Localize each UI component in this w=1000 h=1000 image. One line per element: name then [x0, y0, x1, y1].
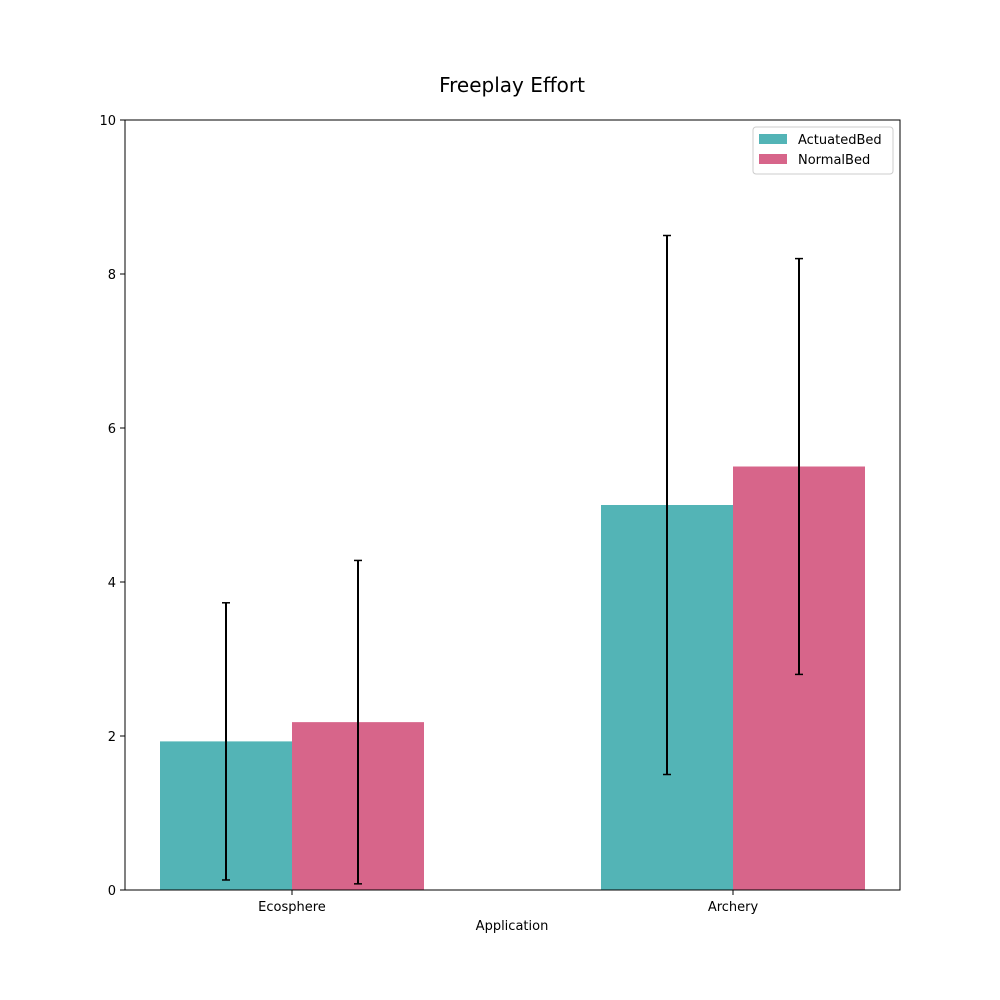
plot-frame	[124, 119, 901, 891]
y-tick-label: 4	[108, 576, 116, 591]
y-tick-label: 10	[99, 114, 116, 129]
error-bar-normalbed-archery	[795, 257, 803, 676]
y-tick-label: 8	[108, 268, 116, 283]
y-tick-label: 2	[108, 730, 116, 745]
legend-swatch-actuatedbed	[759, 134, 787, 144]
x-tick-label: Ecosphere	[258, 900, 326, 915]
error-bar-actuatedbed-archery	[663, 234, 671, 776]
legend-label-normalbed: NormalBed	[798, 153, 870, 168]
legend: ActuatedBed NormalBed	[752, 126, 894, 175]
legend-swatch-normalbed	[759, 154, 787, 164]
error-bar-actuatedbed-ecosphere	[222, 602, 230, 881]
error-bar-normalbed-ecosphere	[354, 559, 362, 885]
x-tick-label: Archery	[708, 900, 759, 915]
x-axis-label: Application	[476, 919, 549, 934]
y-tick-label: 0	[108, 884, 116, 899]
y-tick-label: 6	[108, 422, 116, 437]
legend-label-actuatedbed: ActuatedBed	[798, 133, 882, 148]
legend-box	[752, 126, 894, 175]
chart-title: Freeplay Effort	[439, 73, 585, 97]
